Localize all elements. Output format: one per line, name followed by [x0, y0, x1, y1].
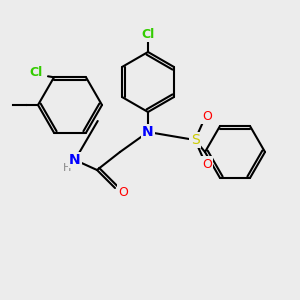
Text: Cl: Cl	[141, 28, 154, 40]
Text: N: N	[69, 153, 81, 167]
Text: O: O	[202, 158, 212, 170]
Text: Cl: Cl	[29, 66, 43, 79]
Text: S: S	[190, 133, 200, 147]
Text: O: O	[202, 110, 212, 122]
Text: N: N	[142, 125, 154, 139]
Text: H: H	[63, 163, 71, 173]
Text: O: O	[118, 185, 128, 199]
